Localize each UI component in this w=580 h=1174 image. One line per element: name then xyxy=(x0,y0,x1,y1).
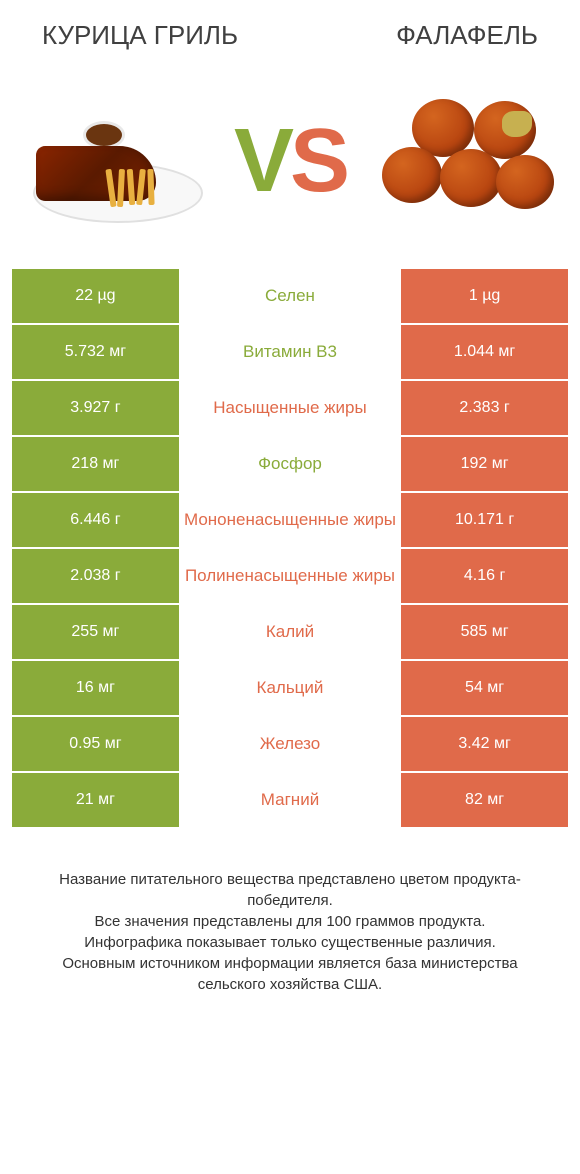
left-value-cell: 0.95 мг xyxy=(12,717,179,771)
hero-row: VS xyxy=(12,81,568,241)
nutrient-label-cell: Насыщенные жиры xyxy=(179,381,401,435)
vs-label: VS xyxy=(234,110,346,213)
nutrient-label-cell: Магний xyxy=(179,773,401,827)
left-value-cell: 3.927 г xyxy=(12,381,179,435)
nutrient-row: 5.732 мгВитамин B31.044 мг xyxy=(12,325,568,381)
nutrient-label-cell: Мононенасыщенные жиры xyxy=(179,493,401,547)
nutrient-row: 3.927 гНасыщенные жиры2.383 г xyxy=(12,381,568,437)
right-value-cell: 82 мг xyxy=(401,773,568,827)
footer-line: Название питательного вещества представл… xyxy=(32,869,548,911)
right-value-cell: 10.171 г xyxy=(401,493,568,547)
nutrient-label-cell: Фосфор xyxy=(179,437,401,491)
left-value-cell: 16 мг xyxy=(12,661,179,715)
right-value-cell: 585 мг xyxy=(401,605,568,659)
footer-line: Основным источником информации является … xyxy=(32,953,548,995)
nutrient-label-cell: Кальций xyxy=(179,661,401,715)
nutrient-row: 218 мгФосфор192 мг xyxy=(12,437,568,493)
right-food-title: ФАЛАФЕЛЬ xyxy=(396,20,538,51)
left-value-cell: 2.038 г xyxy=(12,549,179,603)
nutrient-row: 22 µgСелен1 µg xyxy=(12,269,568,325)
footer-notes: Название питательного вещества представл… xyxy=(12,869,568,995)
right-value-cell: 192 мг xyxy=(401,437,568,491)
right-value-cell: 3.42 мг xyxy=(401,717,568,771)
right-value-cell: 2.383 г xyxy=(401,381,568,435)
nutrient-row: 6.446 гМононенасыщенные жиры10.171 г xyxy=(12,493,568,549)
right-food-image-icon xyxy=(372,91,552,231)
nutrient-label-cell: Полиненасыщенные жиры xyxy=(179,549,401,603)
nutrient-label-cell: Витамин B3 xyxy=(179,325,401,379)
right-value-cell: 4.16 г xyxy=(401,549,568,603)
titles-row: КУРИЦА ГРИЛЬ ФАЛАФЕЛЬ xyxy=(12,20,568,51)
left-value-cell: 6.446 г xyxy=(12,493,179,547)
left-food-image-icon xyxy=(28,91,208,231)
nutrient-row: 21 мгМагний82 мг xyxy=(12,773,568,829)
footer-line: Все значения представлены для 100 граммо… xyxy=(32,911,548,932)
nutrient-row: 2.038 гПолиненасыщенные жиры4.16 г xyxy=(12,549,568,605)
vs-right-char: S xyxy=(290,110,346,213)
nutrient-row: 255 мгКалий585 мг xyxy=(12,605,568,661)
left-value-cell: 255 мг xyxy=(12,605,179,659)
nutrient-label-cell: Селен xyxy=(179,269,401,323)
nutrient-table: 22 µgСелен1 µg5.732 мгВитамин B31.044 мг… xyxy=(12,269,568,829)
right-value-cell: 1 µg xyxy=(401,269,568,323)
infographic-container: КУРИЦА ГРИЛЬ ФАЛАФЕЛЬ VS 22 µgСелен1 µg5… xyxy=(0,0,580,1005)
left-value-cell: 218 мг xyxy=(12,437,179,491)
left-value-cell: 22 µg xyxy=(12,269,179,323)
nutrient-row: 0.95 мгЖелезо3.42 мг xyxy=(12,717,568,773)
footer-line: Инфографика показывает только существенн… xyxy=(32,932,548,953)
left-food-title: КУРИЦА ГРИЛЬ xyxy=(42,20,238,51)
right-value-cell: 1.044 мг xyxy=(401,325,568,379)
vs-left-char: V xyxy=(234,110,290,213)
nutrient-row: 16 мгКальций54 мг xyxy=(12,661,568,717)
left-value-cell: 5.732 мг xyxy=(12,325,179,379)
left-value-cell: 21 мг xyxy=(12,773,179,827)
right-value-cell: 54 мг xyxy=(401,661,568,715)
nutrient-label-cell: Железо xyxy=(179,717,401,771)
nutrient-label-cell: Калий xyxy=(179,605,401,659)
